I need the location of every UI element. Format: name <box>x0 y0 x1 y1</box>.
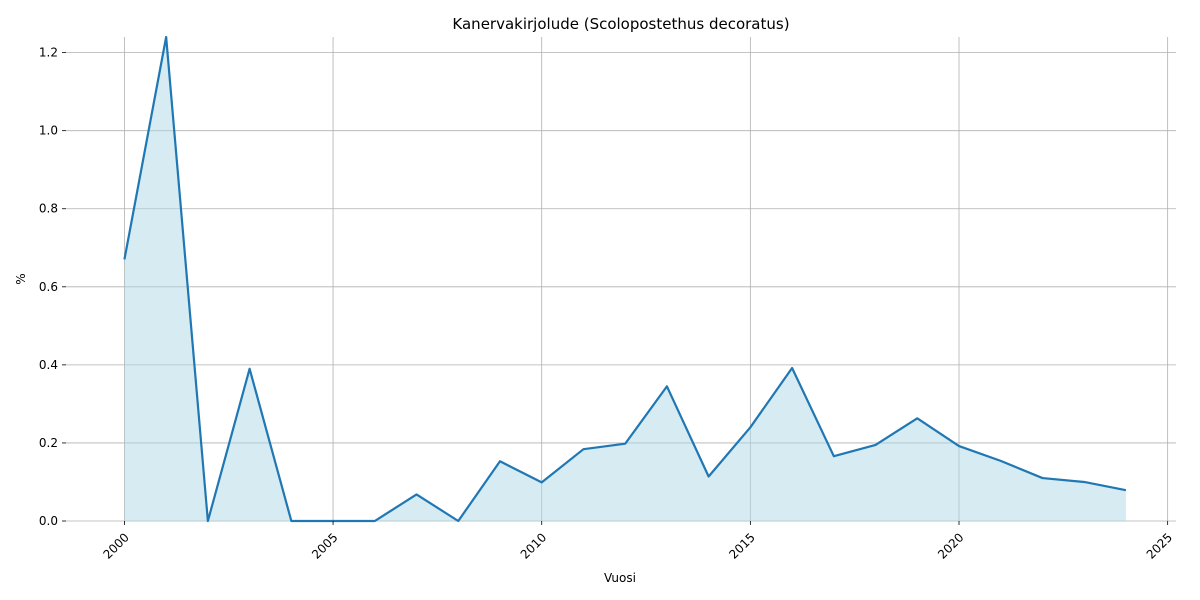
y-tick-label: 0.4 <box>39 358 58 372</box>
area-layer <box>124 37 1126 521</box>
y-tick-label: 0.8 <box>39 202 58 216</box>
series-line <box>123 35 1127 523</box>
x-tick-label: 2005 <box>309 530 340 561</box>
line-layer <box>123 35 1127 523</box>
y-tick-label: 0.2 <box>39 436 58 450</box>
y-tick-label: 1.0 <box>39 124 58 138</box>
x-tick-label: 2015 <box>726 530 757 561</box>
x-axis-ticks: 2000 2005 2010 2015 2020 2025 <box>100 521 1175 562</box>
x-axis-label: Vuosi <box>604 571 636 585</box>
x-tick-label: 2000 <box>100 530 131 561</box>
chart-title: Kanervakirjolude (Scolopostethus decorat… <box>452 15 789 33</box>
y-tick-label: 0.0 <box>39 514 58 528</box>
y-tick-label: 0.6 <box>39 280 58 294</box>
x-tick-label: 2025 <box>1144 530 1175 561</box>
y-tick-label: 1.2 <box>39 46 58 60</box>
area-fill <box>124 37 1126 521</box>
x-tick-label: 2020 <box>935 530 966 561</box>
x-tick-label: 2010 <box>518 530 549 561</box>
y-axis-label: % <box>14 273 28 284</box>
y-axis-ticks: 0.0 0.2 0.4 0.6 0.8 1.0 1.2 <box>39 46 66 528</box>
